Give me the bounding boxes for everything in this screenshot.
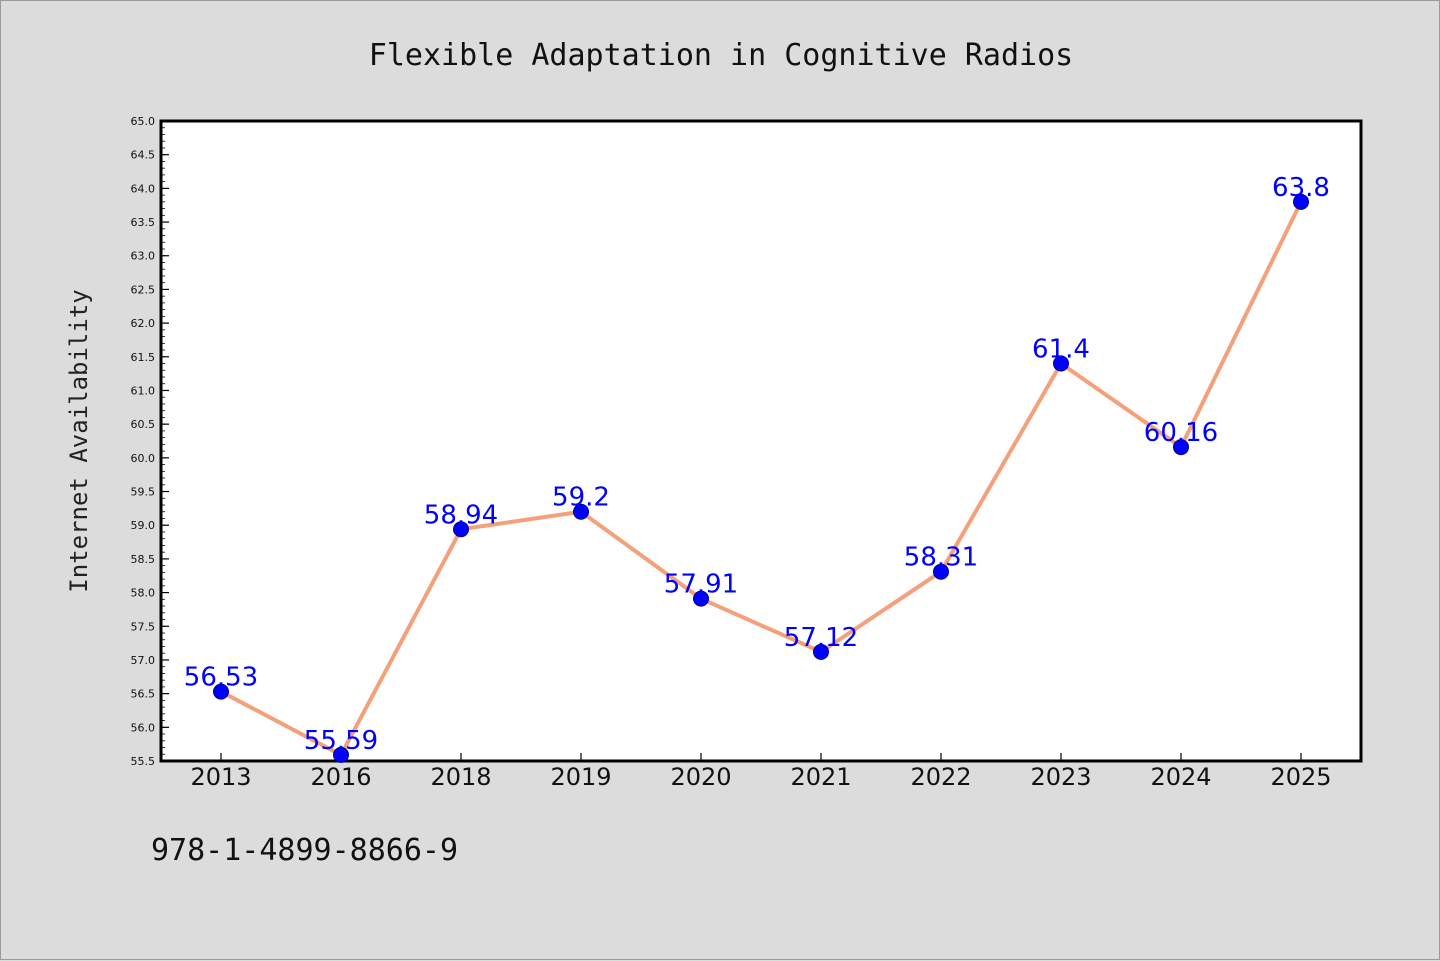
data-point (453, 521, 469, 538)
y-tick-label: 62.0 (131, 317, 156, 330)
x-axis: 2013 2016 2018 2019 2020 2021 2022 2023 2024 2025 (190, 753, 1332, 791)
y-tick-label: 57.0 (131, 654, 156, 667)
data-labels-layer: 56.53 55.59 58.94 59.2 57.91 57.12 58.31 61.4 60… (184, 173, 1330, 756)
y-tick-label: 63.0 (131, 250, 156, 263)
y-tick-label: 60.5 (131, 418, 156, 431)
x-tick-label: 2024 (1150, 763, 1211, 791)
data-point (1173, 439, 1189, 456)
data-point (693, 590, 709, 607)
x-tick-label: 2021 (790, 763, 851, 791)
data-point (333, 746, 349, 763)
x-tick-label: 2013 (190, 763, 251, 791)
y-tick-label: 61.0 (131, 384, 156, 397)
data-points-layer (213, 193, 1309, 763)
data-point (1053, 355, 1069, 372)
y-tick-label: 56.5 (131, 688, 156, 701)
data-point (213, 683, 229, 700)
y-tick-label: 58.5 (131, 553, 156, 566)
data-label: 58.31 (904, 543, 978, 573)
y-tick-label: 64.5 (131, 149, 156, 162)
isbn-note: 978-1-4899-8866-9 (151, 833, 459, 868)
data-label: 57.91 (664, 570, 738, 600)
x-tick-label: 2025 (1270, 763, 1331, 791)
chart-title: Flexible Adaptation in Cognitive Radios (369, 38, 1073, 73)
data-point (573, 503, 589, 520)
y-tick-label: 62.5 (131, 283, 156, 296)
data-label: 55.59 (304, 726, 378, 756)
y-tick-label: 55.5 (131, 755, 156, 768)
y-tick-label: 60.0 (131, 452, 156, 465)
x-tick-label: 2020 (670, 763, 731, 791)
data-label: 63.8 (1272, 173, 1330, 203)
data-label: 60.16 (1144, 418, 1218, 448)
y-tick-label: 61.5 (131, 351, 156, 364)
y-tick-label: 63.5 (131, 216, 156, 229)
y-axis: 55.5 56.0 56.5 57.0 57.5 58.0 58.5 59.0 59.5 60.0… (131, 115, 169, 768)
data-label: 57.12 (784, 623, 858, 653)
data-label: 56.53 (184, 663, 258, 693)
plot-area (159, 119, 1363, 763)
series-line (220, 200, 1303, 757)
y-tick-label: 59.5 (131, 486, 156, 499)
data-point (1293, 193, 1309, 210)
y-tick-label: 59.0 (131, 519, 156, 532)
y-tick-label: 58.0 (131, 587, 156, 600)
x-tick-label: 2019 (550, 763, 611, 791)
data-label: 61.4 (1032, 335, 1090, 365)
y-axis-label: Internet Availability (65, 289, 93, 592)
y-tick-label: 64.0 (131, 182, 156, 195)
y-tick-label: 65.0 (131, 115, 156, 128)
x-tick-label: 2016 (310, 763, 371, 791)
x-tick-label: 2022 (910, 763, 971, 791)
y-tick-label: 56.0 (131, 721, 156, 734)
y-tick-label: 57.5 (131, 620, 156, 633)
data-point (813, 643, 829, 660)
x-tick-label: 2023 (1030, 763, 1091, 791)
data-point (933, 563, 949, 580)
data-label: 58.94 (424, 500, 498, 530)
data-label: 59.2 (552, 483, 610, 513)
series-line-layer (220, 200, 1303, 757)
x-tick-label: 2018 (430, 763, 491, 791)
